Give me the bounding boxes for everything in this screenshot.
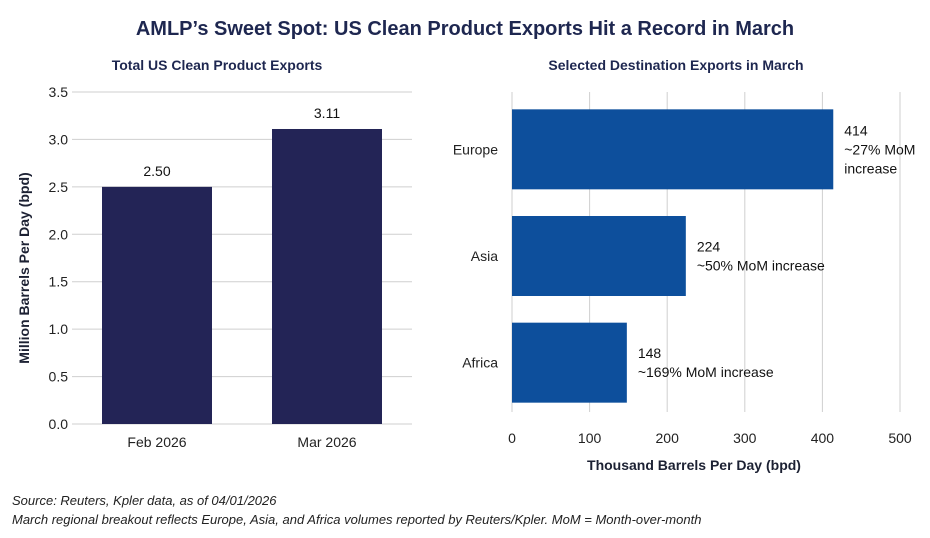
right-bar-chart: Selected Destination Exports in March 0 10…: [453, 57, 916, 473]
chart-title: AMLP’s Sweet Spot: US Clean Product Expo…: [135, 18, 795, 40]
x-tick-label: 200: [656, 430, 680, 446]
x-tick-label: 500: [888, 430, 912, 446]
x-tick-label: Mar 2026: [297, 434, 356, 450]
bar-value-label: 2.50: [143, 163, 170, 179]
y-tick-label: 1.5: [49, 274, 69, 290]
bar-annotation: ~27% MoM: [844, 141, 915, 157]
left-chart-title: Total US Clean Product Exports: [112, 57, 323, 73]
footnotes: Source: Reuters, Kpler data, as of 04/01…: [12, 491, 701, 529]
bar-annotation: ~169% MoM increase: [638, 364, 774, 380]
x-axis-title: Thousand Barrels Per Day (bpd): [587, 457, 801, 473]
right-chart-title: Selected Destination Exports in March: [548, 57, 803, 73]
bar-value-label: 3.11: [314, 105, 340, 121]
bar-annotation: ~50% MoM increase: [697, 258, 825, 274]
y-tick-label: Africa: [462, 355, 498, 371]
y-axis-title: Million Barrels Per Day (bpd): [16, 172, 32, 363]
bar: [102, 186, 212, 424]
bar-annotation: increase: [844, 160, 897, 176]
y-tick-label: 1.0: [49, 321, 69, 337]
y-tick-label: 3.0: [49, 131, 69, 147]
bar: [512, 109, 834, 190]
x-tick-label: Feb 2026: [127, 434, 186, 450]
bar: [272, 128, 382, 424]
x-tick-label: 0: [508, 430, 516, 446]
y-tick-label: 3.5: [49, 84, 69, 100]
y-tick-label: 0.0: [49, 416, 69, 432]
bar: [512, 216, 686, 296]
x-tick-label: 400: [811, 430, 835, 446]
x-tick-label: 100: [578, 430, 602, 446]
y-tick-label: 2.5: [49, 179, 69, 195]
left-bar-chart: Total US Clean Product Exports 0.0 0.5 1.0 1…: [16, 57, 412, 450]
bar-annotation: 148: [638, 345, 662, 361]
bar-annotation: 414: [844, 122, 868, 138]
y-tick-label: Europe: [453, 141, 498, 157]
methodology-note: March regional breakout reflects Europe,…: [12, 512, 702, 527]
y-tick-label: 0.5: [49, 369, 69, 385]
source-note: Source: Reuters, Kpler data, as of 04/01…: [12, 493, 277, 508]
bar-annotation: 224: [697, 239, 721, 255]
y-tick-label: 2.0: [49, 226, 69, 242]
x-tick-label: 300: [733, 430, 757, 446]
y-tick-label: Asia: [471, 248, 498, 264]
bar: [512, 322, 627, 403]
